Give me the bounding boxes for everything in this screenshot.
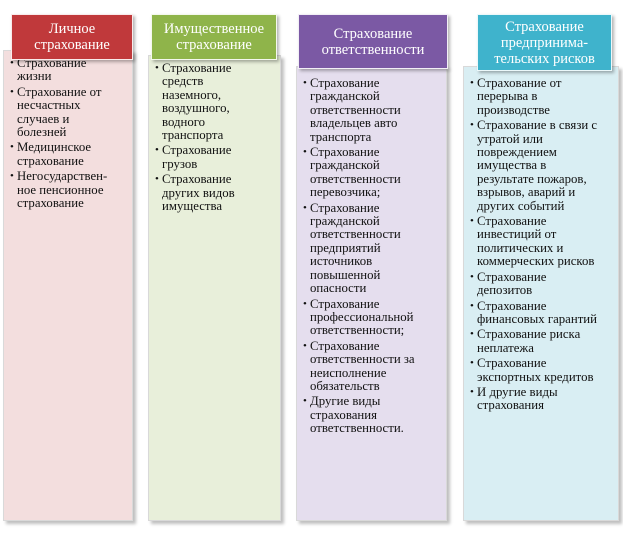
list-item: И другие виды страхования — [470, 385, 614, 413]
column-header-personal: Личное страхование — [11, 14, 133, 60]
column-title-liability: Страхование ответственности — [321, 25, 425, 58]
list-item: Страхование жизни — [10, 56, 128, 84]
list-item: Страхование ответственности за неисполне… — [303, 339, 442, 394]
column-body-business: Страхование от перерыва в производстве С… — [463, 66, 619, 521]
list-item: Страхование инвестиций от политических и… — [470, 214, 614, 269]
list-item: Страхование депозитов — [470, 270, 614, 298]
list-item: Негосударствен- ное пенсионное страхован… — [10, 170, 128, 210]
list-item: Страхование в связи с утратой или повреж… — [470, 119, 614, 213]
column-title-property: Имущественное страхование — [163, 21, 265, 53]
column-header-business: Страхование предпринима- тельских рисков — [477, 14, 612, 71]
list-item: Страхование от несчастных случаев и боле… — [10, 85, 128, 140]
column-body-liability: Страхование гражданской ответственности … — [296, 66, 447, 521]
column-body-property: Страхование средств наземного, воздушног… — [148, 55, 281, 521]
list-item: Страхование профессиональной ответственн… — [303, 297, 442, 338]
list-item: Страхование экспортных кредитов — [470, 356, 614, 384]
column-header-liability: Страхование ответственности — [298, 14, 448, 69]
item-list-personal: Страхование жизни Страхование от несчаст… — [10, 56, 128, 210]
item-list-business: Страхование от перерыва в производстве С… — [470, 76, 614, 413]
list-item: Страхование грузов — [155, 144, 276, 171]
list-item: Страхование гражданской ответственности … — [303, 201, 442, 296]
column-header-property: Имущественное страхование — [151, 14, 277, 60]
column-title-personal: Личное страхование — [34, 21, 110, 53]
column-body-personal: Страхование жизни Страхование от несчаст… — [3, 50, 133, 521]
list-item: Страхование гражданской ответственности … — [303, 145, 442, 200]
list-item: Страхование других видов имущества — [155, 173, 276, 213]
list-item: Страхование финансовых гарантий — [470, 299, 614, 327]
list-item: Другие виды страхования ответственности. — [303, 395, 442, 435]
list-item: Страхование гражданской ответственности … — [303, 76, 442, 144]
list-item: Страхование риска неплатежа — [470, 328, 614, 355]
list-item: Страхование от перерыва в производстве — [470, 76, 614, 117]
column-title-business: Страхование предпринима- тельских рисков — [494, 18, 595, 67]
item-list-property: Страхование средств наземного, воздушног… — [155, 61, 276, 213]
item-list-liability: Страхование гражданской ответственности … — [303, 76, 442, 436]
list-item: Страхование средств наземного, воздушног… — [155, 61, 276, 142]
list-item: Медицинское страхование — [10, 141, 128, 168]
